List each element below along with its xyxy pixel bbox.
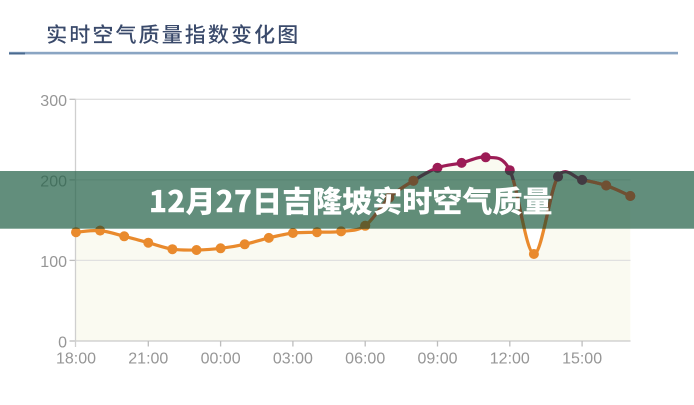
svg-text:00:00: 00:00	[201, 351, 241, 368]
svg-text:18:00: 18:00	[56, 351, 96, 368]
svg-text:0: 0	[58, 335, 67, 352]
svg-text:15:00: 15:00	[562, 351, 602, 368]
svg-text:100: 100	[40, 254, 67, 271]
svg-text:09:00: 09:00	[417, 351, 457, 368]
svg-text:300: 300	[40, 93, 67, 110]
svg-text:12:00: 12:00	[490, 351, 530, 368]
svg-text:06:00: 06:00	[345, 351, 385, 368]
svg-text:21:00: 21:00	[128, 351, 168, 368]
svg-text:03:00: 03:00	[273, 351, 313, 368]
